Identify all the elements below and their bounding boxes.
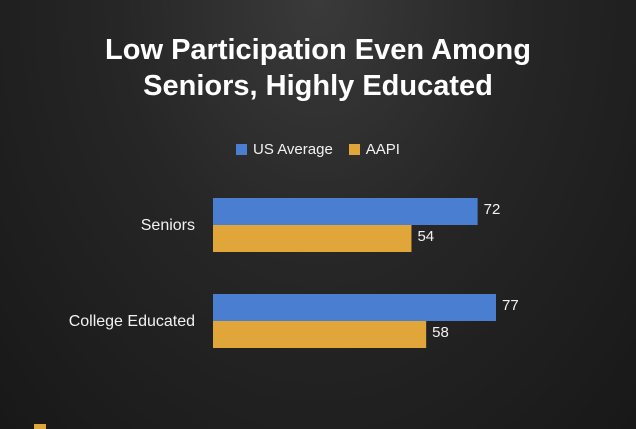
bar-college-educated-us-average — [213, 294, 496, 321]
data-label-seniors-aapi: 54 — [417, 228, 434, 245]
chart-title-line-1: Low Participation Even Among — [105, 34, 531, 66]
legend-swatch-us-average — [236, 144, 248, 155]
legend-label-us-average: US Average — [253, 141, 333, 158]
bar-seniors-aapi — [213, 225, 412, 252]
data-label-college-educated-us-average: 77 — [502, 297, 519, 314]
category-label-college-educated: College Educated — [69, 313, 195, 330]
category-label-seniors: Seniors — [141, 217, 195, 234]
bar-college-educated-aapi — [213, 321, 427, 348]
corner-logo-fragment — [34, 424, 46, 429]
bar-seniors-us-average — [213, 198, 478, 225]
chart-title-line-2: Seniors, Highly Educated — [143, 70, 493, 102]
legend-item-aapi: AAPI — [348, 141, 400, 158]
legend-label-aapi: AAPI — [365, 141, 400, 158]
legend-swatch-aapi — [348, 144, 360, 155]
data-label-seniors-us-average: 72 — [484, 201, 501, 218]
legend-item-us-average: US Average — [236, 141, 333, 158]
chart-title: Low Participation Even Among Seniors, Hi… — [0, 32, 636, 104]
data-label-college-educated-aapi: 58 — [432, 324, 449, 341]
chart-legend: US Average AAPI — [0, 141, 636, 158]
